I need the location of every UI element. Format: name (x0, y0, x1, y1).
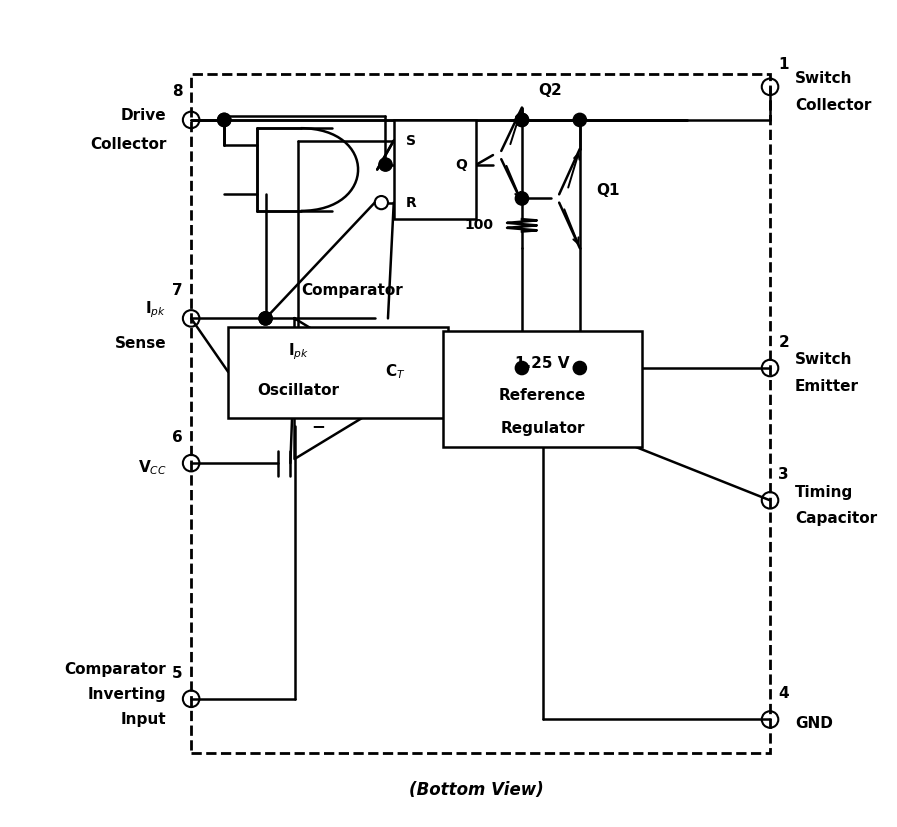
Text: Q1: Q1 (597, 183, 620, 198)
Text: Switch: Switch (795, 352, 852, 367)
Text: V$_{CC}$: V$_{CC}$ (137, 458, 166, 476)
Text: Capacitor: Capacitor (795, 511, 877, 526)
Text: Q: Q (456, 158, 467, 171)
Text: 100: 100 (464, 218, 493, 232)
Bar (394, 120, 476, 219)
Text: 7: 7 (172, 283, 183, 298)
Text: Collector: Collector (90, 137, 166, 152)
Text: Reference: Reference (499, 388, 587, 403)
Text: Switch: Switch (795, 71, 852, 86)
Text: 3: 3 (779, 467, 789, 482)
Text: Inverting: Inverting (88, 687, 166, 702)
Text: 4: 4 (779, 686, 789, 701)
Text: 5: 5 (172, 666, 183, 681)
Circle shape (379, 158, 392, 171)
Text: Timing: Timing (795, 485, 853, 500)
Text: Emitter: Emitter (795, 379, 858, 394)
Circle shape (515, 113, 528, 127)
Circle shape (218, 113, 231, 127)
Text: Collector: Collector (795, 98, 871, 112)
Text: GND: GND (795, 716, 832, 731)
Text: R: R (406, 196, 417, 209)
Text: I$_{pk}$: I$_{pk}$ (288, 342, 309, 362)
Bar (443, 331, 642, 447)
Text: Regulator: Regulator (501, 421, 585, 436)
Text: Drive: Drive (121, 108, 166, 123)
Circle shape (259, 312, 272, 325)
Circle shape (573, 113, 587, 127)
Text: 6: 6 (172, 430, 183, 445)
Text: Comparator: Comparator (301, 283, 404, 298)
Text: C$_T$: C$_T$ (385, 363, 405, 381)
Text: Comparator: Comparator (65, 662, 166, 677)
Text: +: + (311, 342, 325, 361)
Bar (229, 327, 448, 418)
Circle shape (515, 361, 528, 375)
Circle shape (259, 312, 272, 325)
Circle shape (515, 192, 528, 205)
Text: 8: 8 (172, 84, 183, 99)
Text: Input: Input (121, 712, 166, 727)
Text: Sense: Sense (115, 336, 166, 351)
Text: S: S (406, 134, 416, 147)
Text: Q2: Q2 (538, 84, 562, 98)
Text: 1.25 V: 1.25 V (516, 356, 570, 370)
Text: (Bottom View): (Bottom View) (409, 781, 544, 799)
Text: I$_{pk}$: I$_{pk}$ (145, 300, 166, 320)
Text: 1: 1 (779, 57, 788, 72)
Circle shape (515, 113, 528, 127)
Text: −: − (311, 417, 325, 435)
Text: 2: 2 (779, 335, 789, 350)
Circle shape (573, 361, 587, 375)
Text: Oscillator: Oscillator (257, 383, 339, 398)
Circle shape (218, 113, 231, 127)
